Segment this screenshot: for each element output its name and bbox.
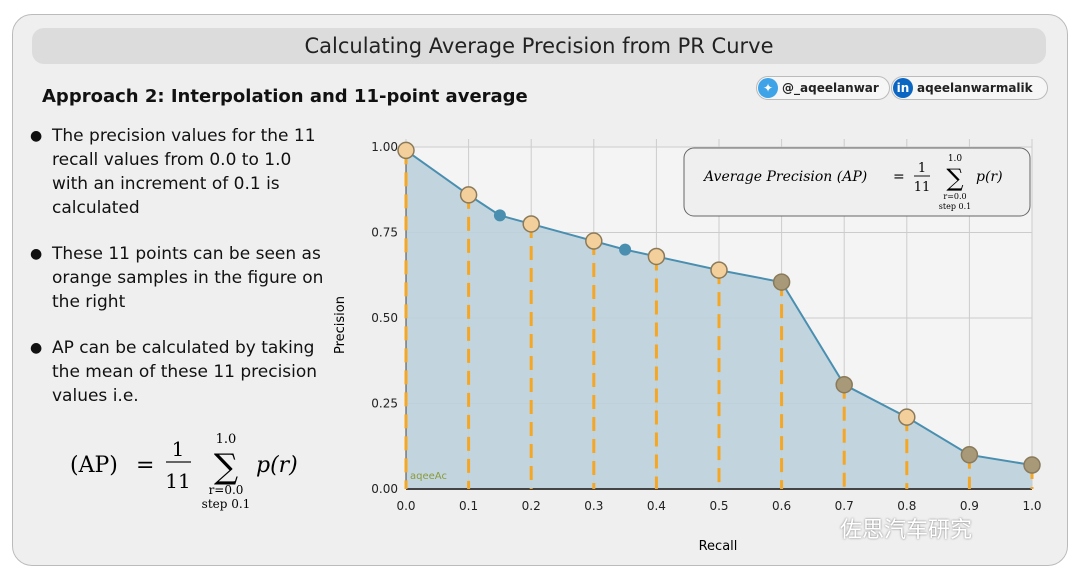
linkedin-handle: aqeelanwarmalik [917,81,1033,95]
x-tick-label: 0.5 [709,499,728,513]
slide-title: Calculating Average Precision from PR Cu… [32,28,1046,64]
x-tick-label: 1.0 [1022,499,1041,513]
box-formula-num: 1 [918,161,926,176]
x-tick-label: 0.0 [396,499,415,513]
box-formula-upper: 1.0 [948,154,963,164]
formula-lower: r=0.0 [209,483,244,497]
formula-upper: 1.0 [216,432,237,447]
x-tick-label: 0.7 [835,499,854,513]
y-tick-label: 1.00 [371,140,398,154]
y-tick-label: 0.75 [371,226,398,240]
x-tick-label: 0.2 [522,499,541,513]
box-sum-symbol: ∑ [946,164,963,192]
y-axis-label: Precision [333,296,348,354]
sample-point [459,186,478,204]
y-tick-label: 0.50 [371,311,398,325]
sample-point [960,446,979,464]
sample-point [1023,456,1041,474]
y-tick-label: 0.25 [371,397,398,411]
linkedin-icon: in [893,78,913,98]
sample-point [647,247,666,266]
sample-point [397,141,415,160]
box-formula-step: step 0.1 [939,202,971,211]
sample-point [585,232,603,250]
curve-point [493,209,506,222]
x-tick-label: 0.6 [772,499,791,513]
chart-watermark: aqeeAc [410,471,447,482]
twitter-icon: ✦ [758,78,778,98]
box-formula-den: 11 [914,180,931,195]
x-tick-label: 0.4 [647,499,666,513]
x-tick-label: 0.3 [584,499,603,513]
bullet-item: ● AP can be calculated by taking the mean… [30,336,330,408]
twitter-badge[interactable]: ✦ @_aqeelanwar [756,76,890,100]
sample-point [898,408,916,426]
approach-heading: Approach 2: Interpolation and 11-point a… [42,86,528,107]
formula-num: 1 [172,437,185,461]
bullet-list: ● The precision values for the 11 recall … [30,124,330,430]
ap-formula-box [683,147,1031,217]
box-formula-term: p(r) [976,169,1003,185]
curve-point [619,243,632,256]
y-tick-label: 0.00 [371,482,398,496]
sample-point [835,375,853,394]
formula-eq: = [136,453,154,478]
x-tick-label: 0.8 [897,499,916,513]
box-formula-lower: r=0.0 [943,192,966,201]
linkedin-badge[interactable]: in aqeelanwarmalik [891,76,1048,100]
bullet-text: These 11 points can be seen as orange sa… [52,244,324,312]
formula-term: p(r) [256,453,298,478]
sample-point [772,273,791,291]
x-tick-label: 0.1 [459,499,478,513]
sample-point [522,215,540,233]
twitter-handle: @_aqeelanwar [782,81,879,95]
box-formula-lhs: Average Precision (AP) [702,169,867,185]
bullet-item: ● These 11 points can be seen as orange s… [30,242,330,314]
formula-den: 11 [165,469,190,493]
x-tick-label: 0.9 [960,499,979,513]
formula-lhs: (AP) [70,453,118,478]
bullet-text: AP can be calculated by taking the mean … [52,338,318,406]
sum-symbol: ∑ [214,447,238,487]
bullet-item: ● The precision values for the 11 recall … [30,124,330,220]
x-axis-label: Recall [699,539,738,554]
sample-point [710,261,728,279]
formula-step: step 0.1 [202,497,251,511]
wechat-watermark: 佐思汽车研究 [840,518,973,543]
box-formula-eq: = [893,169,905,185]
bullet-text: The precision values for the 11 recall v… [52,126,316,218]
